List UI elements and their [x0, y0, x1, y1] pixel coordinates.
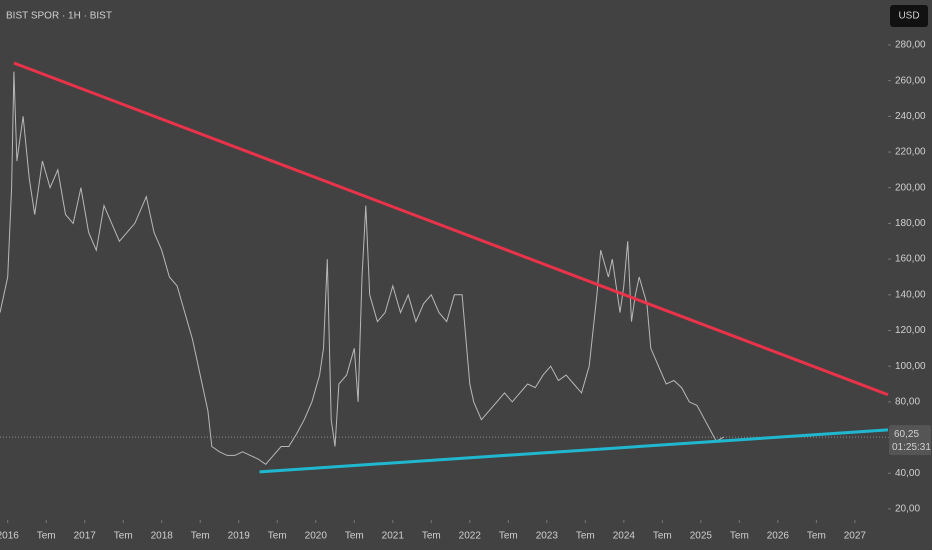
y-tick-label: 120,00 [895, 325, 926, 336]
trend-line [259, 428, 889, 474]
x-tick-label: Tem [576, 531, 595, 542]
x-tick-label: 2020 [305, 531, 328, 542]
x-tick-label: Tem [807, 531, 826, 542]
x-tick-label: Tem [730, 531, 749, 542]
x-tick-label: 2026 [767, 531, 790, 542]
x-tick-label: 2024 [613, 531, 636, 542]
currency-label[interactable]: USD [898, 11, 919, 22]
x-tick-label: Tem [422, 531, 441, 542]
y-tick-label: 280,00 [895, 40, 926, 51]
y-tick-label: 40,00 [895, 468, 920, 479]
x-tick-label: Tem [37, 531, 56, 542]
x-tick-label: Tem [499, 531, 518, 542]
x-tick-label: 2017 [74, 531, 97, 542]
y-tick-label: 140,00 [895, 289, 926, 300]
x-tick-label: 2025 [690, 531, 713, 542]
x-tick-label: 2019 [228, 531, 251, 542]
y-tick-label: 20,00 [895, 504, 920, 515]
x-tick-label: 2016 [0, 531, 19, 542]
countdown-label: 01:25:31 [892, 442, 931, 453]
x-tick-label: 2021 [382, 531, 405, 542]
y-tick-label: 220,00 [895, 147, 926, 158]
x-tick-label: 2018 [151, 531, 174, 542]
currency-button[interactable] [890, 5, 928, 27]
x-tick-label: 2022 [459, 531, 482, 542]
x-tick-label: Tem [653, 531, 672, 542]
x-tick-label: 2027 [844, 531, 867, 542]
y-tick-label: 260,00 [895, 75, 926, 86]
x-tick-label: Tem [345, 531, 364, 542]
price-line [0, 71, 725, 465]
y-tick-label: 80,00 [895, 397, 920, 408]
y-tick-label: 200,00 [895, 182, 926, 193]
trend-line [13, 61, 889, 397]
x-tick-label: 2023 [536, 531, 559, 542]
y-tick-label: 240,00 [895, 111, 926, 122]
x-tick-label: Tem [191, 531, 210, 542]
y-tick-label: 180,00 [895, 218, 926, 229]
y-tick-label: 160,00 [895, 254, 926, 265]
x-tick-label: Tem [114, 531, 133, 542]
price-tag [889, 425, 931, 456]
y-tick-label: 100,00 [895, 361, 926, 372]
x-tick-label: Tem [268, 531, 287, 542]
chart-title: BIST SPOR · 1H · BIST [6, 11, 112, 22]
price-tag-label: 60,25 [894, 429, 919, 440]
